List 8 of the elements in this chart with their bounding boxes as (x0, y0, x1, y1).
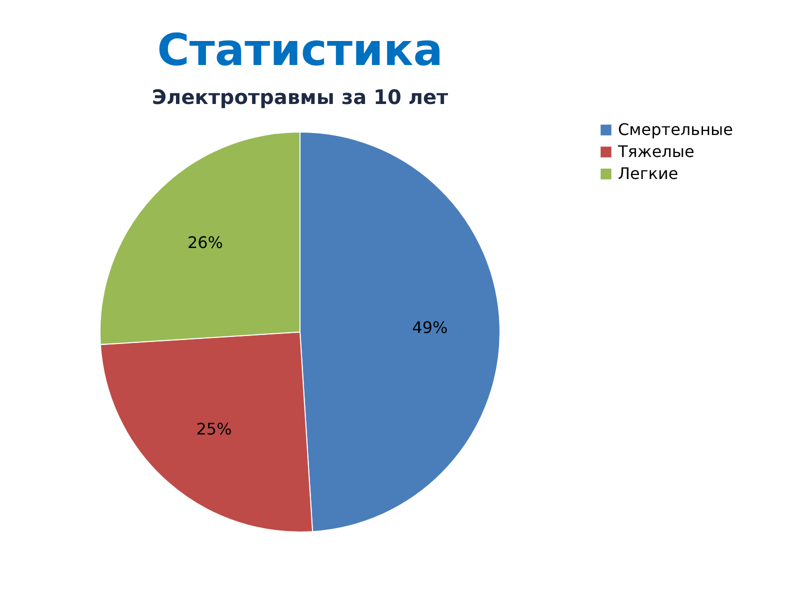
legend-label: Смертельные (618, 120, 733, 139)
chart-title: Статистика (157, 25, 443, 76)
legend-label: Тяжелые (617, 142, 694, 161)
legend-label: Легкие (618, 164, 678, 183)
data-label: 25% (196, 420, 232, 439)
chart-subtitle: Электротравмы за 10 лет (152, 85, 449, 109)
data-label: 49% (412, 318, 448, 337)
data-label: 26% (187, 233, 224, 252)
